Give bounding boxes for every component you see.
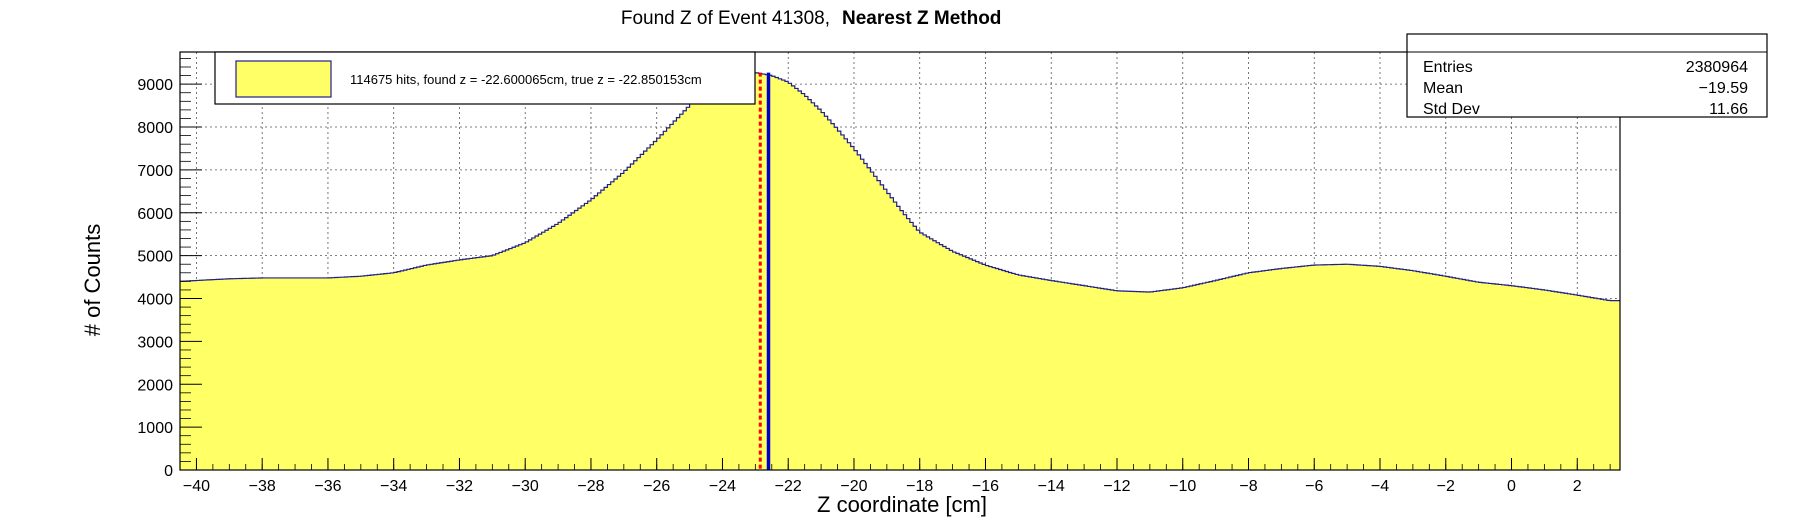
x-tick-label: −14 — [1038, 478, 1065, 495]
z-marker-lines — [758, 72, 771, 470]
x-tick-label: −10 — [1169, 478, 1196, 495]
y-tick-label: 2000 — [137, 377, 173, 394]
y-tick-label: 0 — [164, 463, 173, 480]
chart-title: Found Z of Event 41308, — [621, 8, 830, 29]
y-tick-labels: 0 1000 2000 3000 4000 5000 6000 7000 8000 9000 — [137, 77, 173, 480]
stats-stddev-label: Std Dev — [1423, 101, 1480, 118]
y-tick-label: 6000 — [137, 206, 173, 223]
y-tick-label: 3000 — [137, 334, 173, 351]
y-tick-label: 7000 — [137, 163, 173, 180]
x-tick-label: −2 — [1437, 478, 1455, 495]
x-tick-label: −20 — [840, 478, 867, 495]
x-tick-label: −30 — [512, 478, 539, 495]
x-axis-label: Z coordinate [cm] — [817, 492, 987, 517]
y-tick-label: 5000 — [137, 249, 173, 266]
x-tick-label: −36 — [314, 478, 341, 495]
x-tick-label: −18 — [906, 478, 933, 495]
y-axis-label: # of Counts — [80, 224, 105, 337]
plot-frame — [179, 51, 1621, 471]
histogram-outline — [180, 72, 1620, 302]
x-tick-label: 0 — [1507, 478, 1516, 495]
x-tick-label: −38 — [249, 478, 276, 495]
histogram-fill — [180, 72, 1620, 470]
x-tick-label: 2 — [1573, 478, 1582, 495]
stats-entries-label: Entries — [1423, 59, 1473, 76]
stats-frame — [1406, 33, 1768, 118]
x-tick-label: −4 — [1371, 478, 1389, 495]
x-tick-label: −26 — [643, 478, 670, 495]
stats-mean-value: −19.59 — [1699, 80, 1748, 97]
legend-swatch — [235, 60, 332, 98]
x-tick-label: −32 — [446, 478, 473, 495]
y-tick-label: 1000 — [137, 420, 173, 437]
x-tick-label: −22 — [775, 478, 802, 495]
x-tick-label: −40 — [183, 478, 210, 495]
x-tick-label: −16 — [972, 478, 999, 495]
x-tick-label: −24 — [709, 478, 736, 495]
axis-ticks — [179, 58, 1611, 471]
x-tick-label: −34 — [380, 478, 407, 495]
chart-title-method: Nearest Z Method — [842, 8, 1001, 29]
stats-stddev-value: 11.66 — [1709, 101, 1748, 118]
stats-mean-label: Mean — [1423, 80, 1463, 97]
legend-entry: 114675 hits, found z = -22.600065cm, tru… — [350, 72, 702, 87]
x-tick-label: −8 — [1239, 478, 1257, 495]
stats-entries-value: 2380964 — [1686, 59, 1748, 76]
stats-box: Entries 2380964 Mean −19.59 Std Dev 11.6… — [1406, 33, 1768, 118]
histogram-series — [180, 72, 1620, 470]
legend: 114675 hits, found z = -22.600065cm, tru… — [214, 51, 756, 105]
y-tick-label: 4000 — [137, 292, 173, 309]
x-tick-labels: −40 −38 −36 −34 −32 −30 −28 −26 −24 −22 −20 −18 −16−… — [183, 478, 1582, 495]
y-tick-label: 9000 — [137, 77, 173, 94]
x-tick-label: −12 — [1103, 478, 1130, 495]
y-tick-label: 8000 — [137, 120, 173, 137]
x-tick-label: −28 — [577, 478, 604, 495]
x-tick-label: −6 — [1305, 478, 1323, 495]
